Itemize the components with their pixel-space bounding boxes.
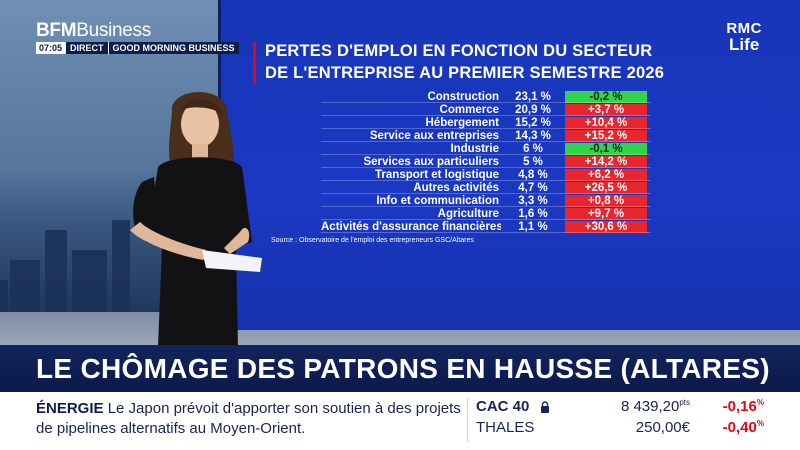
table-row: Construction 23,1 % -0,2 % xyxy=(321,90,651,103)
live-bar: 07:05 DIRECT GOOD MORNING BUSINESS xyxy=(36,42,239,54)
sector-change: +30,6 % xyxy=(565,220,647,233)
rmc-logo-line1: RMC xyxy=(726,20,762,37)
sector-share: 20,9 % xyxy=(515,103,551,116)
source-note: Source : Observatoire de l'emploi des en… xyxy=(271,237,474,244)
market-row-cac40: CAC 40 8 439,20pts -0,16% xyxy=(476,398,776,418)
sector-label: Activités d'assurance financières xyxy=(321,220,501,233)
rmc-logo-line2: Life xyxy=(729,35,760,54)
table-row: Autres activités 4,7 % +26,5 % xyxy=(321,181,651,194)
sector-change: +26,5 % xyxy=(565,181,647,194)
sector-change: +0,8 % xyxy=(565,194,647,207)
bfm-business-logo: BFMBusiness xyxy=(36,20,151,42)
sector-label: Commerce xyxy=(439,103,499,116)
news-ticker: ÉNERGIE Le Japon prévoit d'apporter son … xyxy=(0,392,800,450)
sector-label: Transport et logistique xyxy=(375,168,499,181)
table-row: Services aux particuliers 5 % +14,2 % xyxy=(321,155,651,168)
sector-share: 6 % xyxy=(523,142,543,155)
market-value: 8 439,20pts xyxy=(620,398,690,415)
live-badge: DIRECT xyxy=(65,42,108,54)
market-name: CAC 40 xyxy=(476,398,530,415)
sector-label: Services aux particuliers xyxy=(363,155,499,168)
job-loss-table: Construction 23,1 % -0,2 % Commerce 20,9 % +3… xyxy=(321,90,651,233)
sector-share: 15,2 % xyxy=(515,116,551,129)
market-name: THALES xyxy=(476,419,535,436)
sector-label: Industrie xyxy=(450,142,499,155)
sector-change: -0,1 % xyxy=(565,142,647,155)
sector-label: Construction xyxy=(427,90,499,103)
ticker-divider xyxy=(467,398,468,442)
sector-label: Service aux entreprises xyxy=(369,129,499,142)
news-tag: ÉNERGIE xyxy=(36,400,104,417)
lock-icon xyxy=(541,401,549,413)
sector-share: 14,3 % xyxy=(515,129,551,142)
market-row-thales: THALES 250,00€ -0,40% xyxy=(476,419,776,439)
sector-change: +3,7 % xyxy=(565,103,647,116)
table-row: Activités d'assurance financières 1,1 % +3… xyxy=(321,220,651,233)
sector-label: Agriculture xyxy=(437,207,499,220)
sector-change: +6,2 % xyxy=(565,168,647,181)
market-change: -0,40% xyxy=(722,419,764,436)
rmc-life-logo: RMC Life xyxy=(726,20,762,54)
news-text: Le Japon prévoit d'apporter son soutien … xyxy=(36,400,461,437)
table-row: Info et communication 3,3 % +0,8 % xyxy=(321,194,651,207)
news-item: ÉNERGIE Le Japon prévoit d'apporter son … xyxy=(36,399,466,439)
sector-label: Hébergement xyxy=(425,116,500,129)
table-row: Service aux entreprises 14,3 % +15,2 % xyxy=(321,129,651,142)
screen-title-line1: PERTES D'EMPLOI EN FONCTION DU SECTEUR xyxy=(265,42,653,60)
sector-change: +10,4 % xyxy=(565,116,647,129)
clock: 07:05 xyxy=(36,42,66,54)
headline-text: LE CHÔMAGE DES PATRONS EN HAUSSE (ALTARE… xyxy=(36,353,770,384)
sector-label: Info et communication xyxy=(376,194,499,207)
sector-share: 1,1 % xyxy=(518,220,548,233)
bfm-logo-brand: BFM xyxy=(36,20,77,41)
table-row: Hébergement 15,2 % +10,4 % xyxy=(321,116,651,129)
sector-change: +9,7 % xyxy=(565,207,647,220)
sector-change: +14,2 % xyxy=(565,155,647,168)
presenter xyxy=(130,92,262,347)
sector-share: 1,6 % xyxy=(518,207,548,220)
market-value: 250,00€ xyxy=(635,419,690,436)
table-row: Agriculture 1,6 % +9,7 % xyxy=(321,207,651,220)
table-row: Transport et logistique 4,8 % +6,2 % xyxy=(321,168,651,181)
table-row: Industrie 6 % -0,1 % xyxy=(321,142,651,155)
sector-share: 5 % xyxy=(523,155,543,168)
sector-label: Autres activités xyxy=(413,181,499,194)
screen-title: PERTES D'EMPLOI EN FONCTION DU SECTEUR D… xyxy=(265,40,685,84)
sector-change: -0,2 % xyxy=(565,90,647,103)
headline-band: LE CHÔMAGE DES PATRONS EN HAUSSE (ALTARE… xyxy=(0,345,800,392)
bfm-logo-suffix: Business xyxy=(76,20,151,41)
sector-share: 3,3 % xyxy=(518,194,548,207)
studio-screen: PERTES D'EMPLOI EN FONCTION DU SECTEUR D… xyxy=(218,0,800,330)
show-name: GOOD MORNING BUSINESS xyxy=(107,42,239,54)
table-row: Commerce 20,9 % +3,7 % xyxy=(321,103,651,116)
sector-share: 4,7 % xyxy=(518,181,548,194)
market-change: -0,16% xyxy=(722,398,764,415)
sector-change: +15,2 % xyxy=(565,129,647,142)
screen-title-line2: DE L'ENTREPRISE AU PREMIER SEMESTRE 2026 xyxy=(265,64,665,82)
sector-share: 23,1 % xyxy=(515,90,551,103)
sector-share: 4,8 % xyxy=(518,168,548,181)
title-accent-bar xyxy=(253,42,256,84)
